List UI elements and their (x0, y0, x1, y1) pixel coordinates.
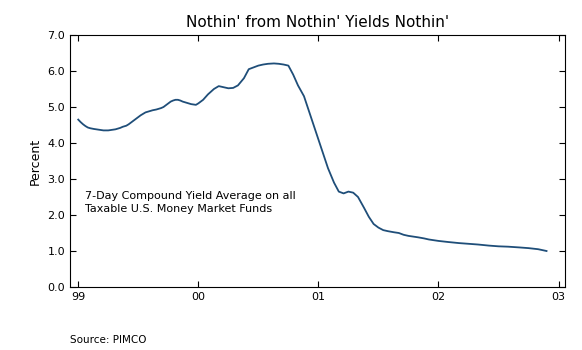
Y-axis label: Percent: Percent (29, 138, 42, 184)
Text: 7-Day Compound Yield Average on all
Taxable U.S. Money Market Funds: 7-Day Compound Yield Average on all Taxa… (85, 191, 296, 215)
Text: Source: PIMCO: Source: PIMCO (70, 335, 146, 345)
Title: Nothin' from Nothin' Yields Nothin': Nothin' from Nothin' Yields Nothin' (186, 15, 449, 30)
